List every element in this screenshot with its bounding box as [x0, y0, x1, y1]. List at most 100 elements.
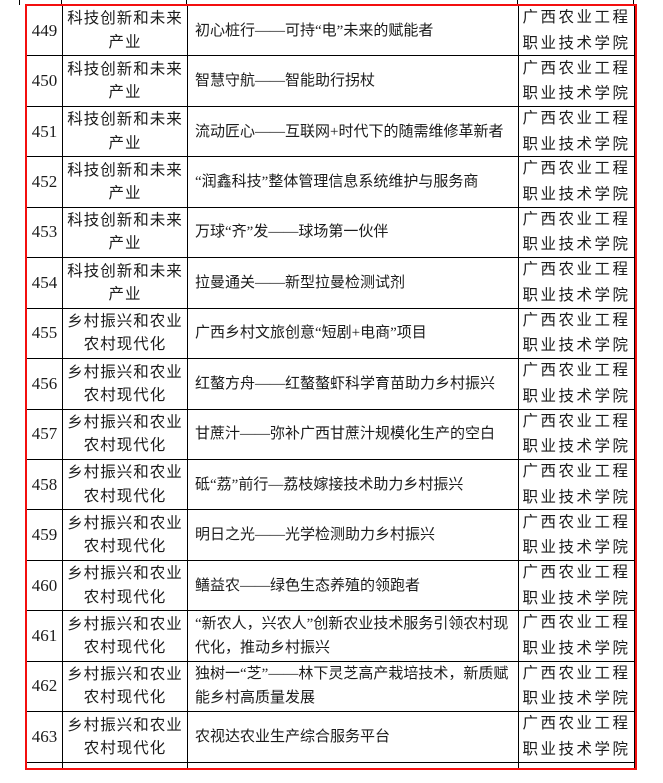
category-text: 乡村振兴和农业农村现代化 — [67, 514, 183, 556]
project-text: 初心桩行——可持“电”未来的赋能者 — [195, 22, 434, 39]
project-cell: 甘蔗汁——弥补广西甘蔗汁规模化生产的空白 — [188, 409, 519, 460]
institution-text: 广西农业工程职业技术学院 — [522, 311, 631, 355]
row-number-cell: 449 — [27, 6, 63, 57]
row-number-cell: 459 — [27, 510, 63, 561]
project-text: “润鑫科技”整体管理信息系统维护与服务商 — [195, 174, 479, 191]
category-cell: 科技创新和未来产业 — [63, 258, 188, 309]
category-text: 乡村振兴和农业农村现代化 — [67, 716, 183, 757]
red-annotation-rectangle: 449 科技创新和未来产业 初心桩行——可持“电”未来的赋能者 广西农业工程职业… — [25, 4, 637, 770]
project-cell: 万球“齐”发——球场第一伙伴 — [188, 207, 519, 259]
project-text: “新农人，兴农人”创新农业技术服务引领农村现代化，推动乡村振兴 — [195, 615, 509, 656]
category-cell: 乡村振兴和农业农村现代化 — [63, 510, 188, 561]
project-text: 农视达农业生产综合服务平台 — [195, 728, 391, 745]
row-number-cell: 453 — [27, 207, 63, 259]
row-number: 452 — [31, 172, 58, 192]
row-number: 454 — [31, 272, 58, 292]
institution-cell: 广西农业工程职业技术学院 — [519, 560, 635, 612]
institution-text: 广西农业工程职业技术学院 — [522, 664, 631, 708]
institution-text: 广西农业工程职业技术学院 — [522, 110, 631, 153]
partial-row-cell — [188, 762, 519, 768]
project-text: 砥“荔”前行—荔枝嫁接技术助力乡村振兴 — [195, 476, 464, 493]
category-text: 科技创新和未来产业 — [67, 60, 183, 102]
row-number-cell: 456 — [27, 359, 63, 410]
row-number-cell: 460 — [27, 560, 63, 612]
partial-row-cell — [519, 762, 635, 768]
row-number: 453 — [31, 222, 58, 242]
row-number: 460 — [31, 575, 58, 595]
category-text: 乡村振兴和农业农村现代化 — [67, 615, 183, 656]
project-cell: 初心桩行——可持“电”未来的赋能者 — [188, 6, 519, 57]
row-number-cell: 462 — [27, 661, 63, 713]
category-cell: 乡村振兴和农业农村现代化 — [63, 359, 188, 410]
row-number: 449 — [31, 20, 58, 40]
institution-text: 广西农业工程职业技术学院 — [522, 715, 631, 758]
institution-cell: 广西农业工程职业技术学院 — [519, 308, 635, 360]
project-text: 万球“齐”发——球场第一伙伴 — [195, 224, 389, 241]
row-number-cell: 463 — [27, 712, 63, 763]
row-number-cell: 451 — [27, 106, 63, 158]
project-cell: 流动匠心——互联网+时代下的随需维修革新者 — [188, 106, 519, 158]
row-number-cell: 452 — [27, 157, 63, 208]
category-cell: 乡村振兴和农业农村现代化 — [63, 409, 188, 460]
institution-text: 广西农业工程职业技术学院 — [522, 362, 631, 405]
row-number: 462 — [31, 676, 58, 696]
project-text: 独树一“芝”——林下灵芝高产栽培技术，新质赋能乡村高质量发展 — [195, 666, 509, 707]
category-text: 乡村振兴和农业农村现代化 — [67, 666, 183, 707]
row-number-cell: 457 — [27, 409, 63, 460]
project-cell: 广西乡村文旅创意“短剧+电商”项目 — [188, 308, 519, 360]
partial-row-cell — [27, 762, 63, 768]
project-text: 鳝益农——绿色生态养殖的领跑者 — [195, 577, 421, 594]
category-cell: 科技创新和未来产业 — [63, 207, 188, 259]
category-text: 乡村振兴和农业农村现代化 — [67, 313, 183, 354]
institution-cell: 广西农业工程职业技术学院 — [519, 157, 635, 208]
row-number-cell: 454 — [27, 258, 63, 309]
project-text: 拉曼通关——新型拉曼检测试剂 — [195, 274, 406, 291]
institution-cell: 广西农业工程职业技术学院 — [519, 207, 635, 259]
institution-text: 广西农业工程职业技术学院 — [522, 463, 631, 506]
category-cell: 乡村振兴和农业农村现代化 — [63, 459, 188, 511]
row-number: 458 — [31, 474, 58, 494]
project-cell: 拉曼通关——新型拉曼检测试剂 — [188, 258, 519, 309]
institution-text: 广西农业工程职业技术学院 — [522, 261, 631, 304]
project-text: 广西乡村文旅创意“短剧+电商”项目 — [195, 325, 427, 342]
institution-cell: 广西农业工程职业技术学院 — [519, 409, 635, 460]
project-cell: 农视达农业生产综合服务平台 — [188, 712, 519, 763]
category-cell: 科技创新和未来产业 — [63, 106, 188, 158]
category-cell: 乡村振兴和农业农村现代化 — [63, 712, 188, 763]
project-cell: 明日之光——光学检测助力乡村振兴 — [188, 510, 519, 561]
table-gridline-sliver — [517, 0, 518, 5]
project-cell: 智慧守航——智能助行拐杖 — [188, 56, 519, 107]
category-cell: 科技创新和未来产业 — [63, 6, 188, 57]
row-number: 450 — [31, 71, 58, 91]
project-cell: “新农人，兴农人”创新农业技术服务引领农村现代化，推动乡村振兴 — [188, 611, 519, 662]
category-cell: 乡村振兴和农业农村现代化 — [63, 611, 188, 662]
project-text: 甘蔗汁——弥补广西甘蔗汁规模化生产的空白 — [195, 426, 496, 443]
category-cell: 乡村振兴和农业农村现代化 — [63, 560, 188, 612]
institution-text: 广西农业工程职业技术学院 — [522, 412, 631, 456]
category-text: 科技创新和未来产业 — [67, 161, 183, 203]
project-cell: “润鑫科技”整体管理信息系统维护与服务商 — [188, 157, 519, 208]
institution-text: 广西农业工程职业技术学院 — [522, 9, 631, 52]
category-text: 乡村振兴和农业农村现代化 — [67, 413, 183, 455]
row-number: 455 — [31, 323, 58, 343]
row-number: 461 — [31, 625, 58, 645]
row-number: 451 — [31, 121, 58, 141]
institution-cell: 广西农业工程职业技术学院 — [519, 459, 635, 511]
row-number: 459 — [31, 525, 58, 545]
table-gridline-sliver — [633, 0, 634, 5]
row-number-cell: 455 — [27, 308, 63, 360]
institution-cell: 广西农业工程职业技术学院 — [519, 106, 635, 158]
institution-cell: 广西农业工程职业技术学院 — [519, 359, 635, 410]
category-text: 科技创新和未来产业 — [67, 10, 183, 51]
institution-cell: 广西农业工程职业技术学院 — [519, 258, 635, 309]
project-text: 智慧守航——智能助行拐杖 — [195, 73, 376, 90]
category-cell: 科技创新和未来产业 — [63, 157, 188, 208]
institution-text: 广西农业工程职业技术学院 — [522, 210, 631, 254]
project-cell: 红螯方舟——红螯螯虾科学育苗助力乡村振兴 — [188, 359, 519, 410]
table-gridline-sliver — [186, 0, 187, 5]
project-cell: 独树一“芝”——林下灵芝高产栽培技术，新质赋能乡村高质量发展 — [188, 661, 519, 713]
category-cell: 乡村振兴和农业农村现代化 — [63, 661, 188, 713]
project-text: 红螯方舟——红螯螯虾科学育苗助力乡村振兴 — [195, 375, 496, 392]
project-cell: 鳝益农——绿色生态养殖的领跑者 — [188, 560, 519, 612]
